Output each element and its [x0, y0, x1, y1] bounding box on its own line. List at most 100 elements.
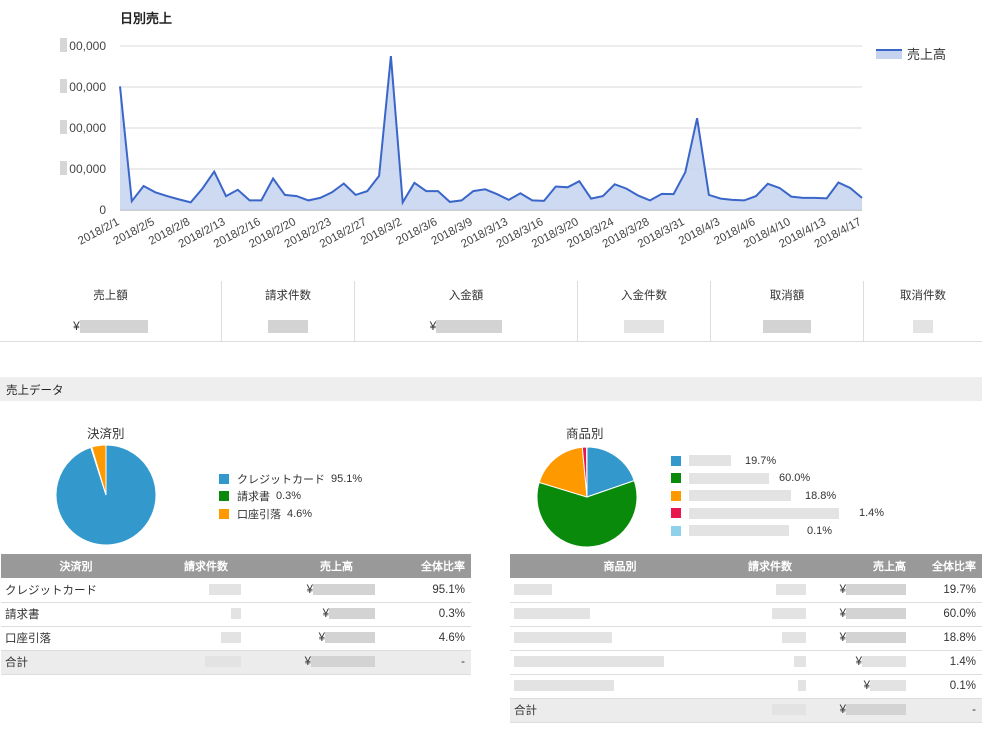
masked-value: [514, 584, 552, 596]
legend-item: 請求書 0.3%: [219, 488, 362, 506]
table-total-row: 合計 ¥ -: [1, 650, 471, 675]
product-legend: 19.7% 60.0% 18.8% 1.4% 0.1%: [671, 452, 884, 540]
yen-sign: ¥: [318, 632, 325, 644]
masked-label: [689, 455, 731, 467]
legend-swatch: [219, 491, 229, 502]
yen-sign: ¥: [306, 583, 313, 596]
column-header: 売上高: [810, 554, 912, 578]
yen-sign: ¥: [304, 656, 311, 668]
chart-legend: 売上高: [876, 44, 946, 63]
table-row: ¥ 18.8%: [510, 626, 982, 651]
table-row: ¥ 60.0%: [510, 602, 982, 627]
yen-sign: ¥: [855, 656, 862, 668]
row-sales: ¥: [261, 602, 381, 627]
row-ratio: 0.1%: [912, 674, 982, 699]
legend-pct: 0.1%: [807, 524, 833, 537]
pie-slice: [91, 444, 107, 496]
masked-value: [514, 680, 614, 692]
y-tick-label: 00,000: [69, 39, 106, 53]
row-count: [151, 650, 261, 675]
legend-item: 口座引落 4.6%: [219, 505, 362, 523]
masked-value: [514, 656, 664, 668]
masked-value: [514, 632, 612, 644]
legend-item: 19.7%: [671, 452, 884, 470]
product-pie-title: 商品別: [566, 427, 604, 441]
summary-invoice-count: 請求件数: [222, 281, 355, 341]
legend-item: 0.1%: [671, 522, 884, 540]
legend-item: 18.8%: [671, 487, 884, 505]
masked-value: [846, 704, 906, 716]
masked-value: [763, 320, 811, 334]
legend-item: 60.0%: [671, 470, 884, 488]
legend-label: 売上高: [907, 47, 947, 62]
column-header: 決済別: [1, 554, 151, 578]
column-header: 請求件数: [151, 554, 261, 578]
daily-sales-line-chart: 000,00000,00000,00000,0002018/2/12018/2/…: [60, 38, 863, 251]
masked-value: [268, 320, 308, 334]
masked-tick-digit: [60, 38, 67, 52]
summary-value: [864, 319, 982, 334]
masked-value: [231, 608, 241, 620]
product-pie-chart: [536, 446, 638, 548]
yen-sign: ¥: [863, 680, 870, 692]
summary-cancel-count: 取消件数: [864, 281, 982, 341]
masked-value: [782, 632, 806, 644]
row-name: [510, 626, 730, 651]
row-ratio: 95.1%: [381, 578, 471, 603]
yen-sign: ¥: [322, 608, 329, 620]
row-sales: ¥: [810, 698, 912, 723]
summary-label: 取消件数: [900, 290, 946, 302]
row-name: [510, 674, 730, 699]
summary-payment-count: 入金件数: [578, 281, 711, 341]
legend-swatch: [876, 48, 902, 59]
row-count: [730, 650, 810, 675]
table-row: ¥ 0.1%: [510, 674, 982, 699]
masked-value: [846, 632, 906, 644]
row-ratio: 19.7%: [912, 578, 982, 603]
summary-value: [222, 319, 354, 334]
summary-bar: 売上額 ¥ 請求件数 入金額 ¥ 入金件数 取消額 取消件数: [0, 281, 982, 342]
legend-item: クレジットカード 95.1%: [219, 470, 362, 488]
legend-swatch: [671, 473, 681, 484]
summary-label: 請求件数: [265, 290, 311, 302]
row-count: [730, 626, 810, 651]
masked-value: [313, 584, 375, 596]
series-area: [120, 56, 862, 210]
legend-pct: 0.3%: [276, 490, 302, 503]
row-name: 合計: [1, 650, 151, 675]
summary-payment-amount: 入金額 ¥: [355, 281, 578, 341]
masked-value: [870, 680, 906, 692]
table-row: ¥ 1.4%: [510, 650, 982, 675]
product-table: 商品別 請求件数 売上高 全体比率 ¥ 19.7% ¥ 60.0% ¥ 18.8…: [510, 554, 982, 723]
y-tick-label: 00,000: [69, 121, 106, 135]
pie-slice: [538, 446, 588, 498]
row-count: [730, 698, 810, 723]
column-header: 売上高: [261, 554, 381, 578]
column-header: 請求件数: [730, 554, 810, 578]
row-sales: ¥: [810, 626, 912, 651]
row-count: [730, 674, 810, 699]
chart-title: 日別売上: [120, 11, 173, 26]
legend-swatch: [671, 525, 681, 536]
y-tick-label: 0: [99, 203, 106, 217]
payment-pie-title: 決済別: [87, 427, 125, 441]
payment-table: 決済別 請求件数 売上高 全体比率 クレジットカード ¥ 95.1% 請求書 ¥…: [1, 554, 471, 675]
masked-value: [913, 320, 933, 334]
row-sales: ¥: [261, 578, 381, 603]
masked-tick-digit: [60, 79, 67, 93]
row-sales: ¥: [261, 626, 381, 651]
row-count: [730, 578, 810, 603]
yen-sign: ¥: [839, 632, 846, 644]
masked-value: [846, 584, 906, 596]
row-ratio: -: [381, 650, 471, 675]
legend-pct: 60.0%: [779, 472, 811, 485]
legend-swatch: [219, 508, 229, 519]
masked-value: [798, 680, 806, 692]
row-ratio: 1.4%: [912, 650, 982, 675]
table-row: ¥ 19.7%: [510, 578, 982, 603]
table-row: クレジットカード ¥ 95.1%: [1, 578, 471, 603]
masked-value: [772, 608, 806, 620]
column-header: 全体比率: [912, 554, 982, 578]
legend-label: クレジットカード: [237, 473, 325, 486]
row-count: [730, 602, 810, 627]
